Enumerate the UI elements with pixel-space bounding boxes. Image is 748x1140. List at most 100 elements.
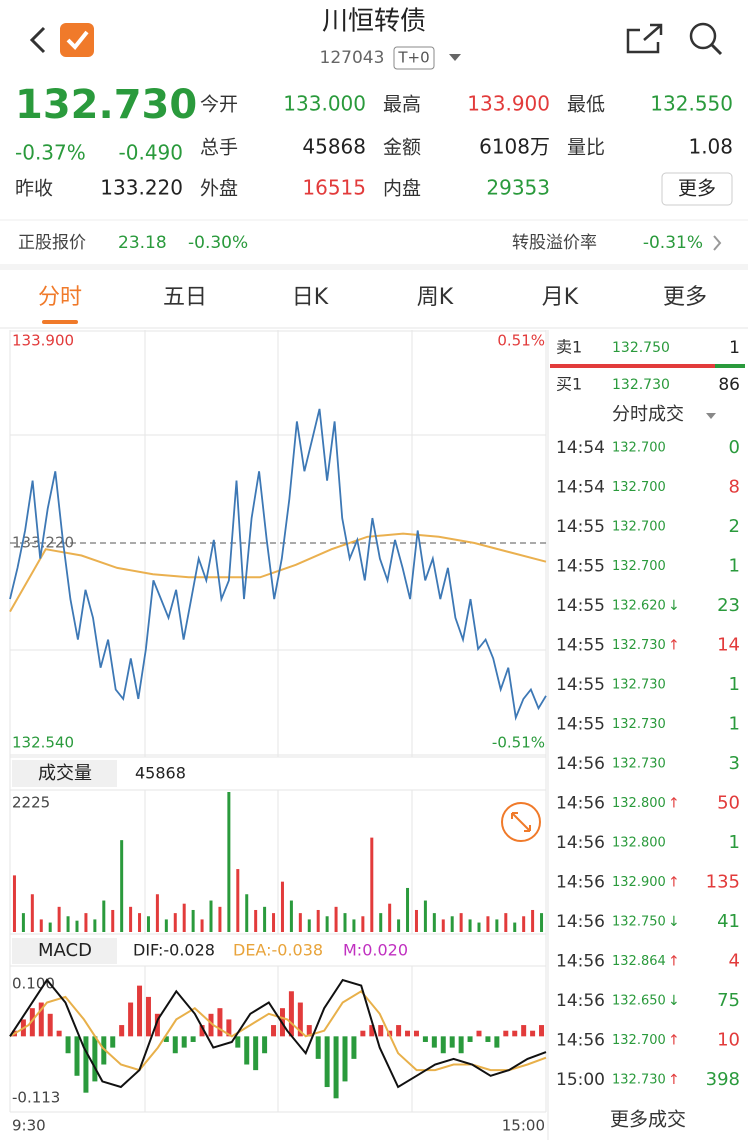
macd-bar [494, 1036, 500, 1048]
field-label: 外盘 [200, 178, 238, 200]
tab[interactable]: 分时 [38, 285, 82, 310]
price-line [9, 408, 547, 721]
volume-bar [468, 919, 472, 932]
volume-bar [30, 894, 34, 932]
macd-bar [422, 1036, 428, 1042]
share-button[interactable] [626, 23, 663, 54]
tab[interactable]: 月K [542, 285, 579, 310]
search-handle [710, 43, 723, 56]
trades-dropdown[interactable] [706, 413, 716, 419]
dif-line [9, 978, 547, 1089]
more-button[interactable] [661, 172, 733, 206]
volume-bar [57, 906, 61, 932]
trade-time: 14:56 [556, 873, 605, 893]
trade-volume: 135 [706, 872, 740, 893]
macd-bar [199, 1025, 205, 1037]
macd-bar [244, 1036, 250, 1065]
macd-bar [110, 1036, 116, 1048]
volume-bar [66, 916, 70, 932]
zoom-button[interactable] [501, 802, 541, 842]
more-trades[interactable]: 更多成交 [610, 1109, 686, 1131]
volume-bar [138, 913, 142, 932]
tab[interactable]: 五日 [163, 285, 207, 310]
volume-bar [102, 900, 106, 932]
macd-bar [521, 1025, 527, 1037]
macd-bar [476, 1030, 482, 1037]
tab[interactable]: 日K [292, 285, 329, 310]
trade-volume: 10 [717, 1030, 740, 1051]
macd-bar [306, 1025, 312, 1037]
macd-bar [83, 1036, 89, 1093]
field-value: 132.550 [650, 92, 733, 116]
tab[interactable]: 周K [417, 285, 454, 310]
trade-arrow: ↓ [668, 598, 680, 614]
volume-bar [272, 913, 276, 932]
trade-arrow: ↓ [668, 914, 680, 930]
chevron [713, 235, 722, 251]
macd-bar [297, 1002, 303, 1037]
tab[interactable]: 更多 [663, 285, 707, 310]
macd-bar [190, 1036, 196, 1042]
macd-button[interactable] [12, 938, 117, 964]
volume-bar [289, 900, 293, 932]
volume-button[interactable] [12, 760, 117, 787]
code: 127043 [320, 48, 385, 68]
trade-volume: 8 [729, 477, 740, 498]
stock-label: 正股报价 [18, 233, 86, 253]
trade-time: 14:55 [556, 596, 605, 616]
volume-bar [325, 916, 329, 932]
trade-volume: 1 [729, 832, 740, 853]
volume-bar [218, 906, 222, 932]
book-volume: 86 [718, 375, 740, 395]
field-value: 45868 [302, 135, 366, 159]
trade-volume: 50 [717, 793, 740, 814]
pct-tick-label: -0.51% [492, 734, 545, 752]
zoom-icon [511, 812, 531, 832]
macd-bar [315, 1036, 321, 1059]
trade-price: 132.750 [612, 915, 666, 930]
volume-bar [191, 909, 195, 932]
trade-volume: 23 [717, 595, 740, 616]
volume-bar [12, 875, 16, 932]
field-value: 133.000 [283, 92, 366, 116]
macd-bar [101, 1036, 107, 1065]
badge: T+0 [397, 49, 429, 67]
y-tick-label: -0.113 [12, 1089, 60, 1107]
volume-bar [361, 916, 365, 932]
macd-bar [396, 1025, 402, 1037]
macd-bar [47, 1013, 53, 1037]
volume-bar [254, 909, 258, 932]
volume-bar [280, 881, 284, 932]
trade-arrow: ↑ [668, 796, 680, 812]
prev-close-label: 昨收 [15, 178, 53, 200]
macd-bar [413, 1030, 419, 1037]
trade-volume: 41 [717, 911, 740, 932]
volume-bar [155, 894, 159, 932]
change: -0.490 [119, 141, 183, 165]
trade-time: 14:54 [556, 438, 605, 458]
trade-price: 132.730 [612, 1073, 666, 1088]
macd-bar [458, 1036, 464, 1054]
x-tick-label: 9:30 [12, 1117, 46, 1135]
trade-time: 14:56 [556, 991, 605, 1011]
trade-volume: 0 [729, 437, 740, 458]
trade-time: 14:56 [556, 754, 605, 774]
book-label: 买1 [556, 375, 582, 394]
macd-bar [369, 1025, 375, 1037]
x-tick-label: 15:00 [502, 1117, 545, 1135]
trade-price: 132.620 [612, 599, 666, 614]
book-label: 卖1 [556, 338, 582, 357]
tab-indicator [42, 320, 78, 324]
macd-bar [38, 1002, 44, 1037]
volume-bar [48, 922, 52, 932]
book-price: 132.750 [612, 340, 670, 356]
macd-bar [351, 1036, 357, 1059]
back-button[interactable] [29, 26, 46, 54]
search-button[interactable] [689, 22, 717, 50]
dropdown[interactable] [449, 54, 461, 61]
volume-bar [227, 792, 231, 932]
trade-price: 132.700 [612, 520, 666, 535]
macd-label: DEA:-0.038 [233, 941, 323, 960]
macd-bar [405, 1030, 411, 1037]
field-label: 量比 [567, 137, 605, 159]
